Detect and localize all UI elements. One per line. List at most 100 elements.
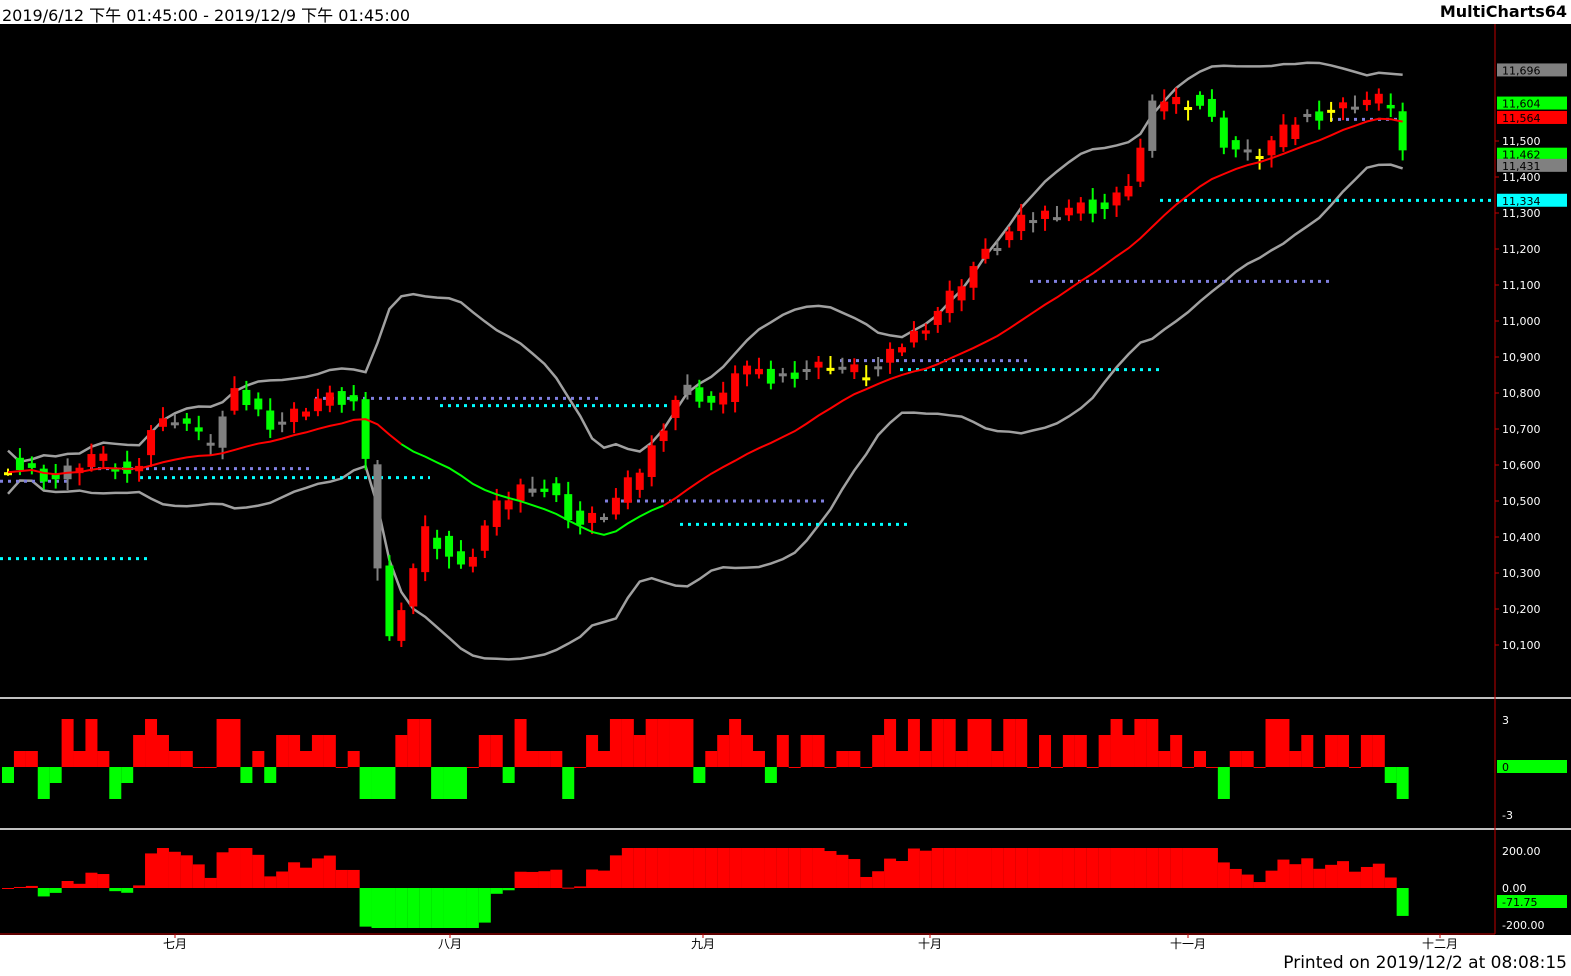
osc1-bar	[228, 719, 241, 767]
osc2-bar	[97, 874, 110, 888]
candle	[456, 540, 465, 569]
candle	[1052, 205, 1061, 222]
osc2-bar	[1241, 874, 1254, 888]
osc1-bar	[419, 719, 432, 767]
candle	[206, 434, 215, 455]
chart-canvas[interactable]: 3 -3 0 200.00 0.00 -200.00 -71.75 11,500 11,40…	[0, 24, 1571, 952]
osc1-bar	[466, 767, 479, 768]
osc2-bar	[419, 888, 432, 928]
osc2-bar	[1158, 848, 1171, 888]
osc1-bar	[73, 751, 86, 767]
osc2-bar	[1098, 848, 1111, 888]
osc1-bar	[1384, 767, 1397, 783]
osc1-bar	[538, 751, 551, 767]
candle	[659, 423, 668, 452]
osc2-bar	[645, 848, 658, 888]
osc1-bar	[1039, 735, 1052, 767]
osc2-bar	[669, 848, 682, 888]
osc1-bar	[216, 719, 229, 767]
osc1-bar	[1396, 767, 1409, 799]
ma-line-up-2	[663, 117, 1403, 507]
candle	[480, 520, 489, 558]
candle	[683, 374, 692, 400]
osc1-bar	[1170, 735, 1183, 767]
osc1-bar	[443, 767, 456, 799]
candle	[409, 563, 418, 615]
osc1-bar	[693, 767, 706, 783]
candle	[1136, 138, 1145, 188]
osc2-bar	[955, 848, 968, 888]
bollinger-bands	[7, 61, 1404, 661]
time-tick-label: 七月	[163, 937, 187, 951]
osc2-bar	[1086, 848, 1099, 888]
candle	[51, 463, 60, 489]
osc1-bar	[25, 751, 38, 767]
candle	[242, 380, 251, 411]
osc1-bar	[1277, 719, 1290, 767]
osc2-bar	[872, 871, 885, 888]
osc1-bar	[824, 767, 837, 768]
osc1-bar	[776, 735, 789, 767]
candle	[99, 446, 108, 468]
candle	[1315, 100, 1324, 130]
candle	[504, 491, 513, 520]
osc1-bar	[145, 719, 158, 767]
osc2-bar	[1348, 871, 1361, 888]
candle	[361, 391, 370, 470]
candle	[838, 357, 847, 374]
osc2-bar	[490, 888, 503, 894]
osc2-bar	[776, 848, 789, 888]
candle	[802, 360, 811, 380]
candle	[862, 365, 871, 387]
osc1-bar	[1182, 767, 1195, 768]
candle	[588, 506, 597, 535]
price-tick-label: 10,800	[1502, 387, 1541, 400]
candle	[75, 463, 84, 486]
osc2-bar	[824, 851, 837, 888]
osc2-bar	[109, 888, 122, 892]
osc2-bar	[1217, 862, 1230, 888]
osc1-bar	[347, 751, 360, 767]
osc1-bar	[13, 751, 26, 767]
osc2-bar	[574, 886, 587, 888]
candle	[909, 321, 918, 348]
candle	[1112, 186, 1121, 217]
osc1-bar	[1360, 735, 1373, 767]
moving-average-line	[7, 117, 1403, 536]
osc1-bar	[1027, 767, 1040, 768]
candle	[1100, 193, 1109, 220]
osc2-bar	[252, 854, 265, 888]
osc1-bar	[514, 719, 527, 767]
candle	[516, 478, 525, 513]
candle	[623, 470, 632, 510]
candle	[707, 391, 716, 411]
oscillator-1-panel: 3 -3 0	[2, 714, 1567, 822]
osc1-bar	[598, 751, 610, 767]
osc1-bar	[1289, 751, 1302, 767]
osc2-bar	[395, 888, 408, 928]
candle	[1029, 212, 1038, 233]
candle	[1219, 110, 1228, 155]
osc2-bar	[1134, 848, 1147, 888]
chart-header: 2019/6/12 下午 01:45:00 - 2019/12/9 下午 01:…	[0, 0, 1571, 25]
osc1-bar	[919, 751, 932, 767]
osc1-bar	[657, 719, 670, 767]
osc2-bar	[729, 848, 742, 888]
candle	[576, 501, 585, 535]
candle	[1076, 197, 1085, 221]
svg-text:0: 0	[1502, 761, 1509, 774]
osc2-bar	[180, 855, 193, 888]
candlestick-series	[4, 87, 1407, 648]
osc2-bar	[192, 864, 205, 888]
price-tick-label: 10,900	[1502, 351, 1541, 364]
candle	[230, 376, 239, 415]
osc1-bar	[562, 767, 575, 799]
candle	[647, 435, 656, 487]
candle	[528, 476, 537, 497]
candle	[27, 456, 36, 475]
osc1-bar	[1122, 735, 1135, 767]
osc1-bar	[37, 767, 50, 799]
osc1-bar	[85, 719, 98, 767]
price-marker: 11,604	[1497, 96, 1567, 111]
price-marker: 11,431	[1497, 158, 1567, 173]
